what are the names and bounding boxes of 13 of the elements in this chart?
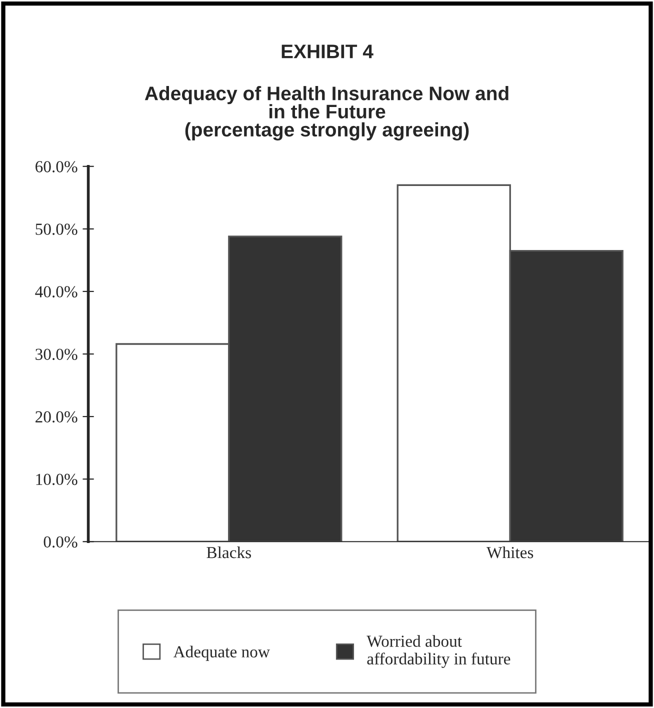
- chart-subtitle: Adequacy of Health Insurance Now and in the Future (percentage strongly agreeing): [144, 86, 508, 141]
- chart-title: EXHIBIT 4: [282, 44, 374, 58]
- y-tick-label: 10.0%: [36, 474, 78, 486]
- y-tick-label: 60.0%: [36, 161, 78, 172]
- y-tick-label: 30.0%: [36, 348, 78, 360]
- legend-label: Adequate now: [173, 646, 270, 661]
- legend-label: Worried about affordability in future: [366, 635, 510, 668]
- x-tick-label: Blacks: [206, 546, 251, 558]
- y-tick-label: 40.0%: [35, 286, 78, 298]
- x-tick-label: Whites: [486, 546, 534, 558]
- y-tick-label: 50.0%: [36, 224, 78, 235]
- y-tick-label: 20.0%: [36, 411, 78, 423]
- y-tick-label: 0.0%: [44, 536, 78, 548]
